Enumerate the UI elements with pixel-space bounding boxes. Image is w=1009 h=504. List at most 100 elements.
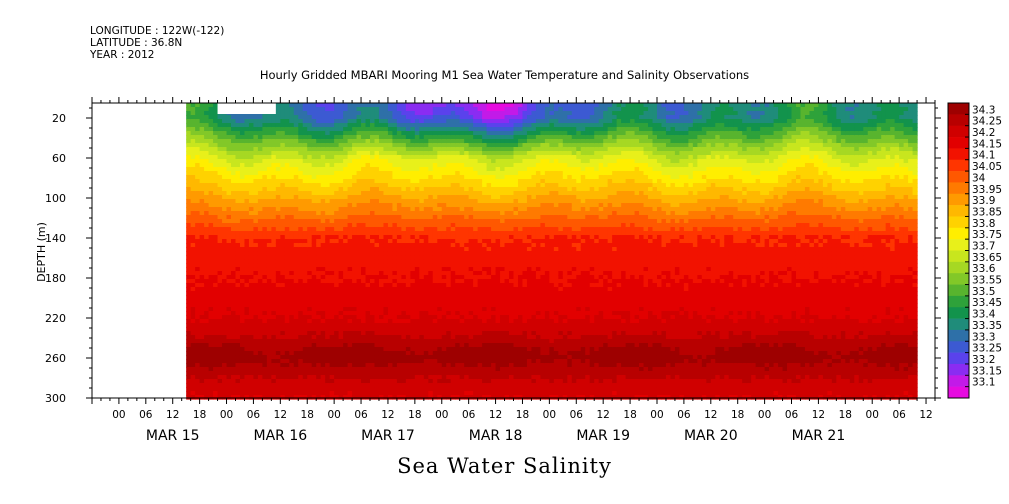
heatmap-cell (239, 183, 246, 188)
heatmap-cell (365, 191, 371, 196)
heatmap-cell (441, 363, 447, 368)
heatmap-cell (459, 183, 465, 188)
heatmap-cell (455, 111, 461, 116)
heatmap-cell (190, 243, 196, 248)
heatmap-cell (383, 351, 389, 356)
heatmap-cell (307, 187, 313, 192)
heatmap-cell (410, 319, 416, 324)
heatmap-cell (387, 171, 394, 176)
heatmap-cell (199, 175, 205, 180)
heatmap-cell (464, 247, 470, 252)
heatmap-cell (419, 255, 425, 260)
heatmap-cell (455, 275, 461, 280)
heatmap-cell (213, 263, 219, 268)
heatmap-cell (284, 159, 290, 164)
heatmap-cell (428, 331, 434, 336)
heatmap-cell (401, 171, 407, 176)
heatmap-cell (204, 275, 210, 280)
heatmap-cell (455, 259, 461, 264)
heatmap-cell (374, 355, 380, 360)
heatmap-cell (199, 151, 205, 156)
heatmap-cell (352, 339, 358, 344)
heatmap-cell (307, 179, 313, 184)
heatmap-cell (423, 215, 429, 220)
heatmap-cell (365, 239, 371, 244)
heatmap-cell (195, 171, 201, 176)
heatmap-cell (486, 143, 492, 148)
heatmap-cell (477, 223, 483, 228)
heatmap-cell (352, 255, 358, 260)
heatmap-cell (275, 343, 281, 348)
heatmap-cell (186, 195, 192, 200)
heatmap-cell (235, 339, 241, 344)
heatmap-cell (284, 183, 290, 188)
heatmap-cell (329, 123, 335, 128)
heatmap-cell (289, 383, 295, 388)
heatmap-cell (352, 179, 358, 184)
heatmap-cell (432, 387, 438, 392)
heatmap-cell (248, 167, 255, 172)
heatmap-cell (298, 395, 304, 400)
heatmap-cell (275, 311, 281, 316)
heatmap-cell (378, 207, 385, 212)
heatmap-cell (365, 343, 371, 348)
heatmap-cell (302, 211, 308, 216)
heatmap-cell (289, 155, 295, 160)
heatmap-cell (334, 347, 340, 352)
heatmap-cell (307, 327, 313, 332)
heatmap-cell (370, 215, 376, 220)
heatmap-cell (482, 343, 488, 348)
heatmap-cell (244, 151, 250, 156)
heatmap-cell (410, 251, 416, 256)
heatmap-cell (370, 355, 376, 360)
heatmap-cell (231, 139, 237, 144)
heatmap-cell (226, 259, 232, 264)
heatmap-cell (378, 143, 385, 148)
heatmap-cell (293, 339, 299, 344)
heatmap-cell (410, 239, 416, 244)
heatmap-cell (208, 199, 214, 204)
heatmap-cell (262, 299, 268, 304)
heatmap-cell (423, 179, 429, 184)
heatmap-cell (222, 191, 228, 196)
heatmap-cell (222, 223, 228, 228)
heatmap-cell (253, 359, 259, 364)
heatmap-cell (325, 331, 331, 336)
heatmap-cell (190, 123, 196, 128)
heatmap-cell (190, 327, 196, 332)
heatmap-cell (396, 315, 402, 320)
heatmap-cell (213, 235, 219, 240)
heatmap-cell (208, 115, 214, 120)
heatmap-cell (477, 315, 483, 320)
heatmap-cell (419, 211, 425, 216)
heatmap-cell (271, 155, 277, 160)
heatmap-cell (468, 139, 474, 144)
heatmap-cell (392, 391, 398, 396)
heatmap-cell (464, 267, 470, 272)
heatmap-cell (486, 175, 492, 180)
heatmap-cell (289, 271, 295, 276)
heatmap-cell (383, 123, 389, 128)
heatmap-cell (284, 267, 290, 272)
heatmap-cell (289, 143, 295, 148)
heatmap-cell (392, 291, 398, 296)
heatmap-cell (477, 155, 483, 160)
heatmap-cell (361, 175, 367, 180)
heatmap-cell (199, 243, 205, 248)
heatmap-cell (387, 147, 394, 152)
heatmap-cell (459, 195, 465, 200)
heatmap-cell (428, 275, 434, 280)
heatmap-cell (311, 331, 317, 336)
heatmap-cell (446, 155, 452, 160)
heatmap-cell (401, 327, 407, 332)
heatmap-cell (405, 107, 411, 112)
heatmap-cell (401, 363, 407, 368)
heatmap-cell (280, 103, 286, 108)
heatmap-cell (280, 267, 286, 272)
heatmap-cell (405, 139, 411, 144)
heatmap-cell (293, 331, 299, 336)
heatmap-cell (266, 339, 272, 344)
heatmap-cell (370, 375, 376, 380)
heatmap-cell (302, 299, 308, 304)
heatmap-cell (352, 319, 358, 324)
